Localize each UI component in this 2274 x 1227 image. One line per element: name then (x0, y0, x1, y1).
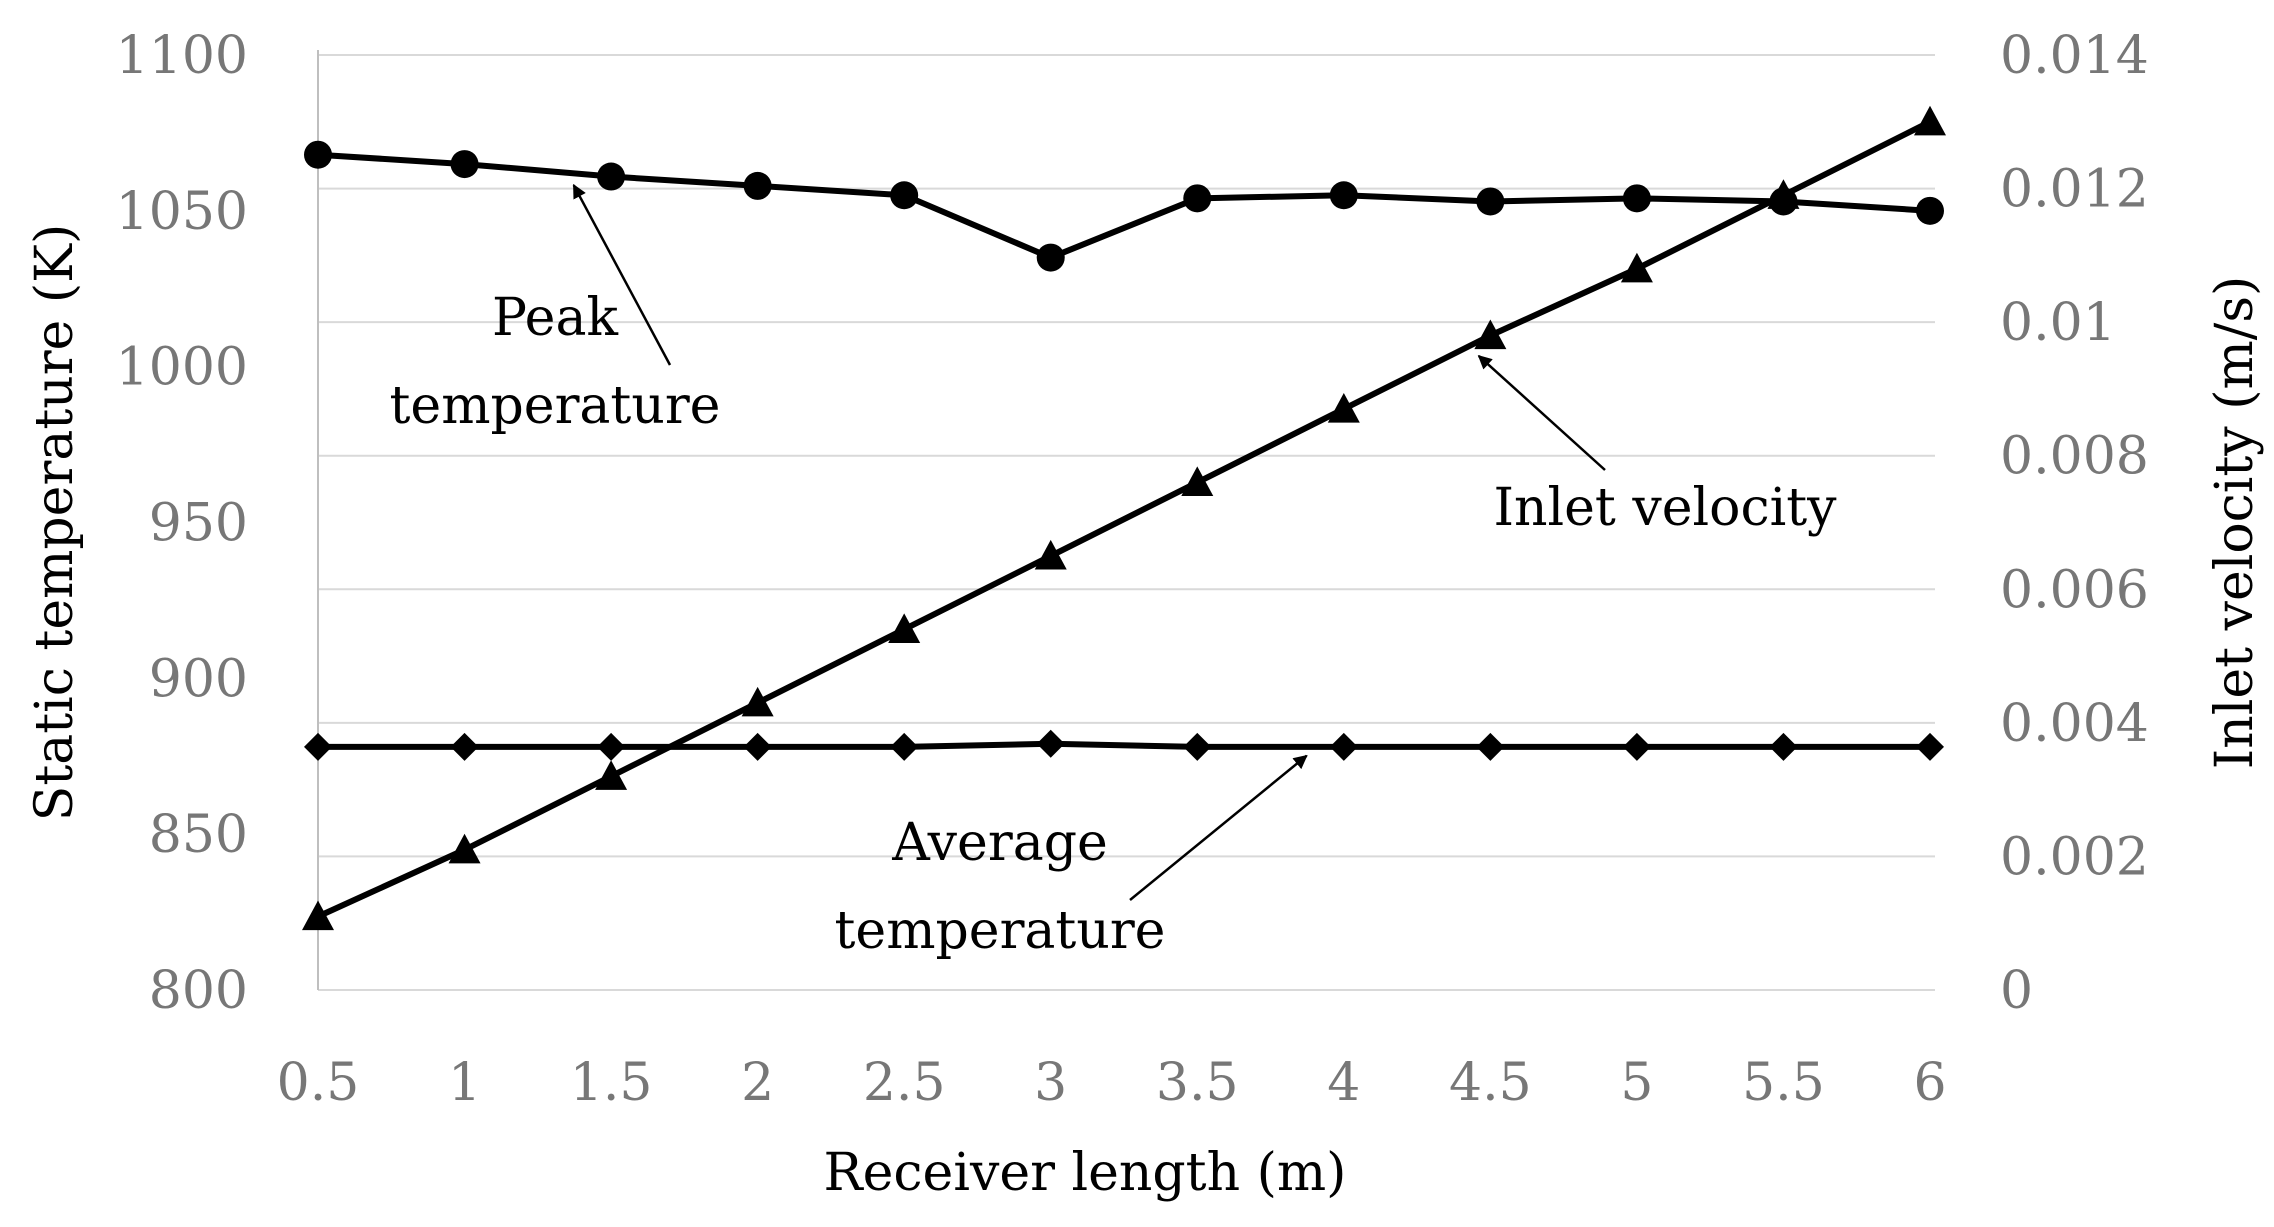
series-layer (302, 105, 1946, 931)
y2-tick-label: 0.008 (2000, 427, 2149, 487)
x-axis-title: Receiver length (m) (824, 1143, 1347, 1203)
series-average-temperature (304, 729, 1944, 761)
data-point (1036, 729, 1065, 758)
data-point (1476, 187, 1505, 216)
data-point (1476, 732, 1505, 761)
y2-tick-label: 0.01 (2000, 293, 2116, 353)
y-tick-label: 1050 (116, 182, 248, 242)
y2-axis-title: Inlet velocity (m/s) (2205, 276, 2265, 770)
annotation-arrow (572, 183, 672, 366)
x-tick-label: 3 (1034, 1053, 1067, 1113)
annotation-arrow (1129, 754, 1308, 901)
series-peak-temperature (304, 140, 1944, 272)
axis-labels: 800 850 900 950 1000 1050 1100 0 0.002 0.004 0.006… (25, 26, 2265, 1203)
x-tick-label: 5.5 (1742, 1053, 1825, 1113)
data-point (1036, 243, 1065, 272)
data-point (304, 732, 332, 761)
data-point (595, 760, 628, 790)
series-line (317, 151, 1931, 261)
data-point (1329, 181, 1358, 210)
data-point (302, 900, 334, 931)
annotation-label: Peak (492, 288, 618, 348)
x-tick-label: 2 (741, 1053, 774, 1113)
y2-tick-label: 0.006 (2000, 560, 2149, 620)
y2-tick-label: 0.012 (2000, 160, 2149, 220)
data-point (890, 732, 919, 761)
data-point (1181, 466, 1214, 497)
gridlines (318, 54, 1935, 991)
data-point (597, 732, 626, 761)
annotation-peak-temperature: Peak temperature (390, 183, 721, 436)
series-inlet-velocity (302, 105, 1946, 931)
data-point (1916, 196, 1944, 225)
data-point (1329, 732, 1358, 761)
y2-tick-label: 0.014 (2000, 26, 2149, 86)
annotations: Peak temperature Inlet velocity Average temp… (390, 183, 1838, 961)
y2-tick-label: 0.002 (2000, 827, 2149, 887)
data-point (450, 732, 479, 761)
x-tick-label: 4 (1327, 1053, 1360, 1113)
data-point (1034, 539, 1067, 570)
y-tick-label: 800 (149, 961, 248, 1021)
annotation-label: temperature (835, 901, 1166, 961)
data-point (1916, 732, 1944, 761)
y-tick-label: 1000 (116, 338, 248, 398)
y-tick-label: 1100 (116, 26, 248, 86)
y2-tick-label: 0 (2000, 961, 2033, 1021)
y-tick-label: 950 (149, 494, 248, 554)
data-point (1183, 732, 1212, 761)
data-point (1622, 732, 1651, 761)
annotation-label: Average (891, 813, 1108, 873)
data-point (1914, 105, 1946, 136)
data-point (597, 162, 626, 191)
annotation-label: Inlet velocity (1494, 478, 1838, 538)
y-axis-title: Static temperature (K) (25, 224, 85, 822)
x-tick-label: 5 (1620, 1053, 1653, 1113)
y-tick-label: 900 (149, 649, 248, 709)
annotation-average-temperature: Average temperature (835, 754, 1308, 961)
data-point (304, 140, 332, 169)
data-point (1769, 732, 1798, 761)
data-point (890, 181, 919, 210)
data-point (450, 150, 479, 179)
data-point (1620, 252, 1653, 283)
data-point (1622, 184, 1651, 213)
data-point (1474, 319, 1507, 350)
series-line (318, 740, 1930, 750)
series-line (316, 119, 1932, 920)
y-tick-label: 850 (149, 805, 248, 865)
annotation-label: temperature (390, 376, 721, 436)
x-tick-label: 1 (448, 1053, 481, 1113)
x-tick-label: 3.5 (1156, 1053, 1239, 1113)
data-point (1767, 179, 1800, 209)
x-tick-label: 0.5 (277, 1053, 360, 1113)
annotation-arrow (1477, 354, 1606, 471)
data-point (743, 171, 772, 200)
x-tick-label: 4.5 (1449, 1053, 1532, 1113)
x-tick-label: 1.5 (570, 1053, 653, 1113)
data-point (888, 613, 921, 643)
x-tick-label: 2.5 (863, 1053, 946, 1113)
data-point (1327, 392, 1360, 423)
data-point (1183, 184, 1212, 213)
data-point (743, 732, 772, 761)
data-point (448, 833, 481, 864)
x-tick-label: 6 (1913, 1053, 1946, 1113)
annotation-inlet-velocity: Inlet velocity (1477, 354, 1838, 538)
y2-tick-label: 0.004 (2000, 694, 2149, 754)
data-point (741, 686, 774, 717)
